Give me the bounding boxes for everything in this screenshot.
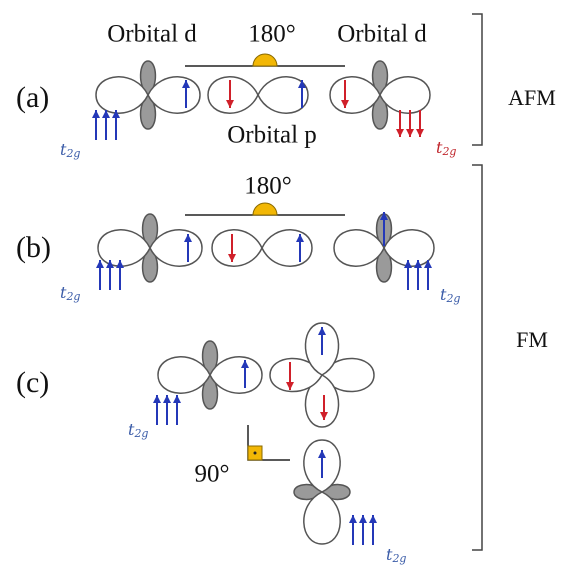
angle-marker — [253, 203, 277, 215]
t2g-label: t2g — [60, 283, 80, 304]
afm-bracket — [472, 14, 482, 145]
arrow-head — [173, 395, 181, 403]
t2g-sub: 2g — [65, 290, 80, 303]
arrow-head — [349, 515, 357, 523]
panel-label: (b) — [16, 231, 51, 264]
arrow-head — [369, 515, 377, 523]
panel-label: (a) — [16, 81, 49, 114]
lobe — [208, 77, 258, 113]
afm-label: AFM — [508, 85, 556, 110]
t2g-sub: 2g — [391, 552, 406, 565]
orbital-label: Orbital p — [227, 122, 317, 149]
fm-label: FM — [516, 327, 548, 352]
orbital-label: Orbital d — [337, 21, 427, 48]
lobe — [98, 230, 150, 266]
t2g-label: t2g — [436, 138, 456, 159]
lobe — [158, 357, 210, 393]
t2g-sub: 2g — [445, 292, 460, 305]
angle-label: 90° — [195, 461, 230, 488]
arrow-head — [406, 129, 414, 137]
arrow-head — [92, 110, 100, 118]
arrow-head — [396, 129, 404, 137]
lobe — [210, 357, 262, 393]
arrow-head — [416, 129, 424, 137]
lobe — [212, 230, 262, 266]
angle-label: 180° — [244, 173, 292, 200]
lobe — [258, 77, 308, 113]
angle-label: 180° — [248, 21, 296, 48]
lobe — [148, 77, 200, 113]
orbital-label: Orbital d — [107, 21, 197, 48]
t2g-label: t2g — [60, 140, 80, 161]
arrow-head — [153, 395, 161, 403]
t2g-sub: 2g — [441, 145, 456, 158]
right-angle-dot — [254, 452, 257, 455]
t2g-sub: 2g — [65, 147, 80, 160]
panel-label: (c) — [16, 366, 49, 399]
arrow-head — [359, 515, 367, 523]
t2g-label: t2g — [440, 285, 460, 306]
lobe — [262, 230, 312, 266]
lobe — [96, 77, 148, 113]
t2g-label: t2g — [128, 420, 148, 441]
lobe — [150, 230, 202, 266]
t2g-label: t2g — [386, 545, 406, 566]
t2g-sub: 2g — [133, 427, 148, 440]
angle-marker — [253, 54, 277, 66]
fm-bracket — [472, 165, 482, 550]
arrow-head — [96, 260, 104, 268]
arrow-head — [163, 395, 171, 403]
diagram: AFM FM (a) Orbital d 180° Orbital d Orbi… — [0, 0, 583, 567]
